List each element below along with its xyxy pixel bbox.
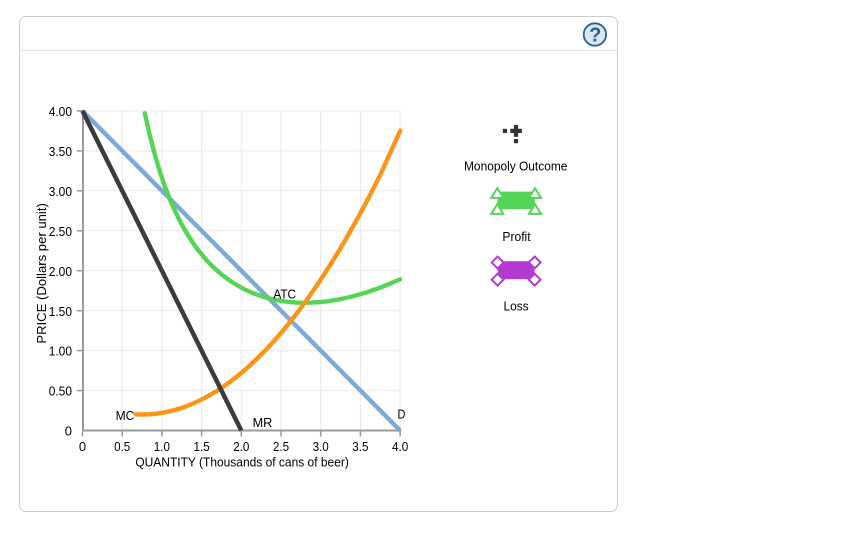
svg-text:Loss: Loss (504, 299, 530, 314)
svg-text:D: D (398, 407, 406, 422)
svg-text:0.50: 0.50 (49, 384, 72, 399)
svg-text:MC: MC (116, 408, 135, 423)
svg-text:2.00: 2.00 (49, 264, 72, 279)
svg-text:1.5: 1.5 (194, 439, 210, 454)
svg-text:4.0: 4.0 (392, 439, 408, 454)
svg-text:1.0: 1.0 (154, 439, 170, 454)
svg-text:0.5: 0.5 (114, 439, 130, 454)
svg-text:Profit: Profit (502, 229, 531, 244)
svg-text:3.00: 3.00 (49, 184, 72, 199)
svg-text:?: ? (589, 24, 601, 46)
svg-text:2.5: 2.5 (273, 439, 289, 454)
svg-text:1.50: 1.50 (49, 304, 72, 319)
svg-text:3.0: 3.0 (313, 439, 329, 454)
svg-text:ATC: ATC (273, 286, 296, 301)
svg-text:0: 0 (65, 424, 72, 439)
svg-text:0: 0 (79, 439, 86, 454)
svg-text:1.00: 1.00 (49, 344, 72, 359)
svg-text:3.50: 3.50 (49, 144, 72, 159)
svg-text:4.00: 4.00 (49, 104, 72, 119)
svg-text:PRICE (Dollars per unit): PRICE (Dollars per unit) (34, 203, 49, 344)
svg-text:3.5: 3.5 (352, 439, 368, 454)
svg-text:Monopoly Outcome: Monopoly Outcome (464, 159, 567, 174)
svg-text:QUANTITY (Thousands of cans of: QUANTITY (Thousands of cans of beer) (135, 455, 349, 470)
svg-text:MR: MR (253, 415, 273, 430)
svg-text:2.0: 2.0 (233, 439, 249, 454)
svg-text:2.50: 2.50 (49, 224, 72, 239)
